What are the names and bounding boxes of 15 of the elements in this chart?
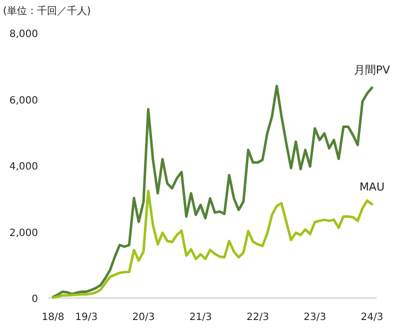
y-tick-label: 0 xyxy=(32,294,38,305)
y-tick-label: 2,000 xyxy=(9,228,38,239)
series-label: MAU xyxy=(359,180,385,194)
x-tick-label: 21/3 xyxy=(189,312,212,323)
x-tick-label: 22/3 xyxy=(246,312,269,323)
x-tick-label: 24/3 xyxy=(360,312,384,323)
x-tick-label: 20/3 xyxy=(132,312,155,323)
y-tick-label: 4,000 xyxy=(9,162,38,172)
y-tick-label: 8,000 xyxy=(9,29,38,40)
ylabel: (単位：千回／千人) xyxy=(3,6,91,17)
x-tick-label: 23/3 xyxy=(304,312,326,323)
y-tick-label: 6,000 xyxy=(9,95,38,106)
x-tick-label: 18/8 xyxy=(42,312,64,323)
x-tick-label: 19/3 xyxy=(75,312,98,323)
series-label: 月間PV xyxy=(354,64,391,77)
